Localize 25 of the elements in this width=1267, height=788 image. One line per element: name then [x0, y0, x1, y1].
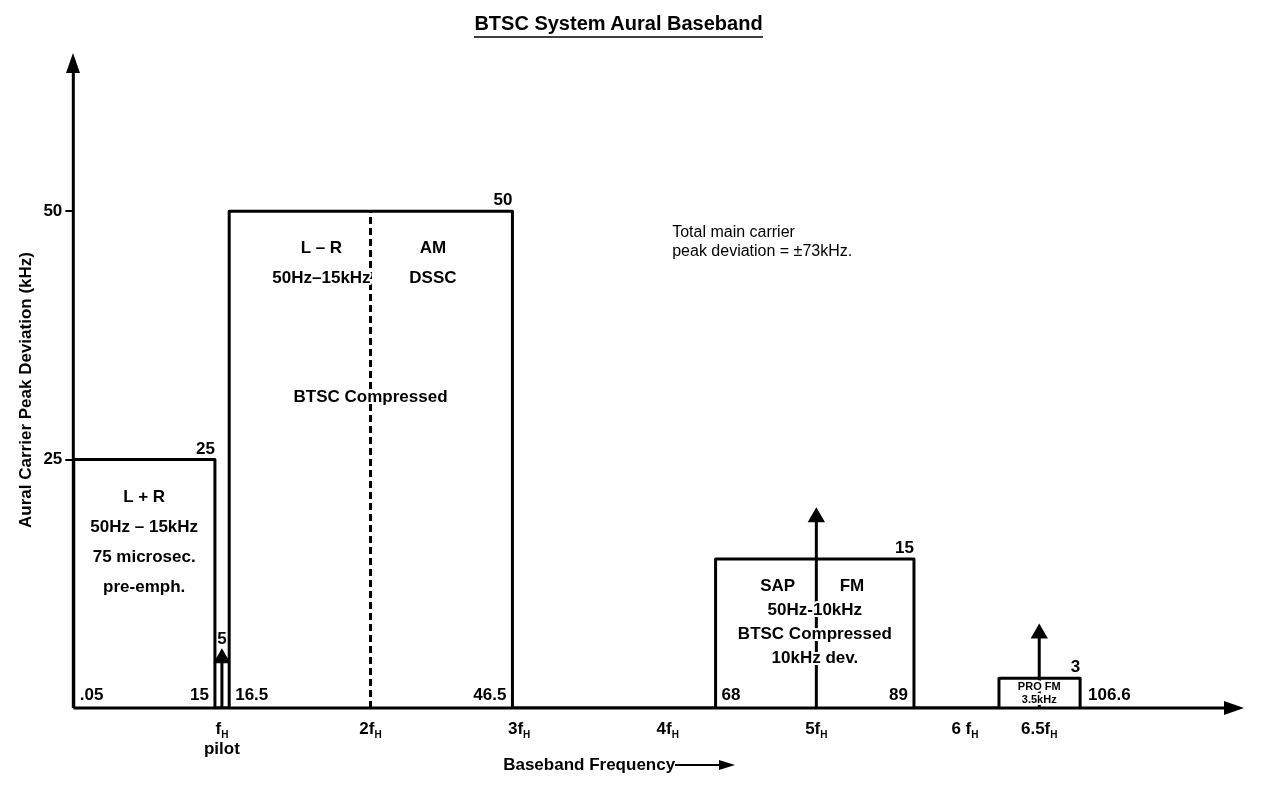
- x-axis-title: Baseband Frequency: [503, 755, 676, 774]
- annotation: BTSC Compressed: [293, 386, 448, 406]
- annotation: Total main carrier peak deviation = ±73kHz.: [672, 223, 853, 260]
- data-label: 3: [1070, 657, 1081, 677]
- data-label: 15: [895, 537, 914, 557]
- point: [1031, 624, 1047, 639]
- annotation: 89: [889, 685, 908, 704]
- chart-title: BTSC System Aural Baseband: [474, 11, 763, 34]
- annotation: .05: [79, 685, 104, 704]
- annotation: 16.5: [235, 685, 269, 704]
- y-axis-title: Aural Carrier Peak Deviation (kHz): [15, 252, 35, 528]
- annotation: 46.5: [473, 685, 507, 704]
- annotation: AM DSSC: [409, 238, 457, 288]
- annotation: 106.6: [1088, 685, 1131, 704]
- annotation: FM: [839, 575, 865, 595]
- annotation: SAP: [760, 575, 796, 595]
- annotation: 15: [190, 685, 209, 704]
- annotation: L – R 50Hz–15kHz: [272, 238, 371, 288]
- annotation: 68: [721, 685, 741, 704]
- data-label: 25: [196, 438, 215, 458]
- data-label: 5: [217, 629, 227, 649]
- point: [214, 649, 230, 664]
- annotation: L + R 50Hz – 15kHz 75 microsec. pre-emph.: [90, 486, 199, 596]
- data-label: 50: [493, 190, 513, 210]
- point: [808, 508, 824, 523]
